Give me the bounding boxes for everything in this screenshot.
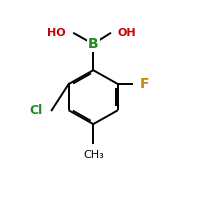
Text: F: F [139, 77, 149, 91]
Text: Cl: Cl [29, 104, 42, 117]
Text: CH₃: CH₃ [83, 150, 104, 160]
Text: OH: OH [118, 28, 137, 38]
Text: HO: HO [47, 28, 66, 38]
Text: B: B [88, 37, 99, 51]
